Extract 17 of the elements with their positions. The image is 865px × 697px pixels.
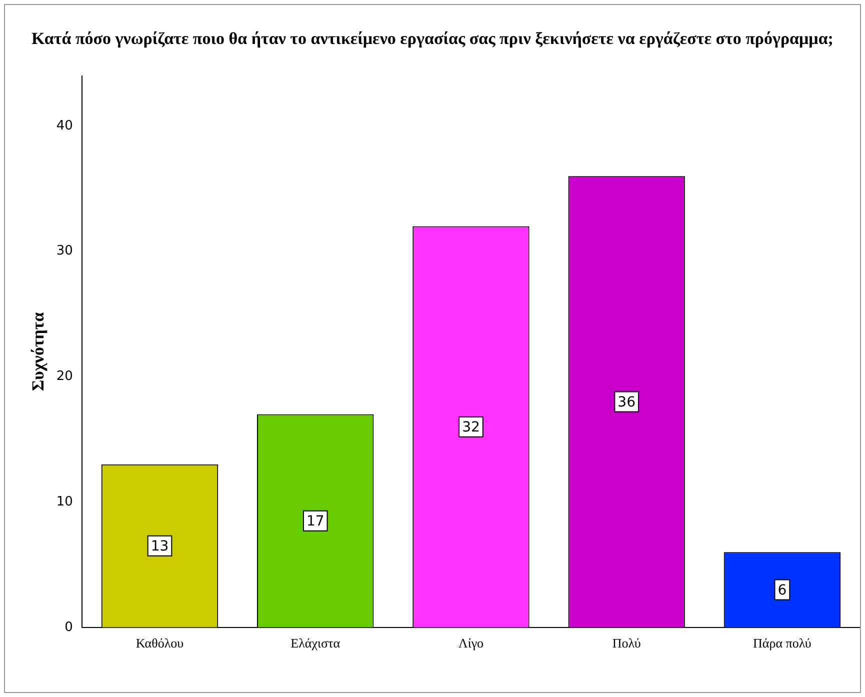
data-label: 36 [618, 394, 636, 410]
y-axis-title: Συχνότητα [28, 312, 48, 391]
data-label: 6 [778, 582, 787, 598]
data-label: 32 [462, 419, 480, 436]
y-tick-label: 40 [56, 118, 73, 134]
chart-title: Κατά πόσο γνωρίζατε ποιο θα ήταν το αντικείμενο εργασίας σας πριν ξεκινήσετε να εργάζεστε στο πρόγραμμα; [30, 29, 834, 49]
x-tick-label: Πολύ [612, 636, 641, 651]
x-tick-label: Πάρα πολύ [753, 636, 812, 651]
y-tick-label: 10 [56, 494, 73, 510]
x-tick-label: Λίγο [458, 636, 484, 651]
data-label: 13 [150, 538, 169, 555]
y-tick-label: 0 [64, 620, 73, 635]
x-tick-label: Ελάχιστα [290, 636, 340, 651]
x-tick-label: Καθόλου [136, 636, 184, 651]
data-label: 17 [306, 513, 324, 530]
y-tick-label: 30 [56, 244, 73, 259]
y-tick-label: 20 [56, 369, 73, 384]
